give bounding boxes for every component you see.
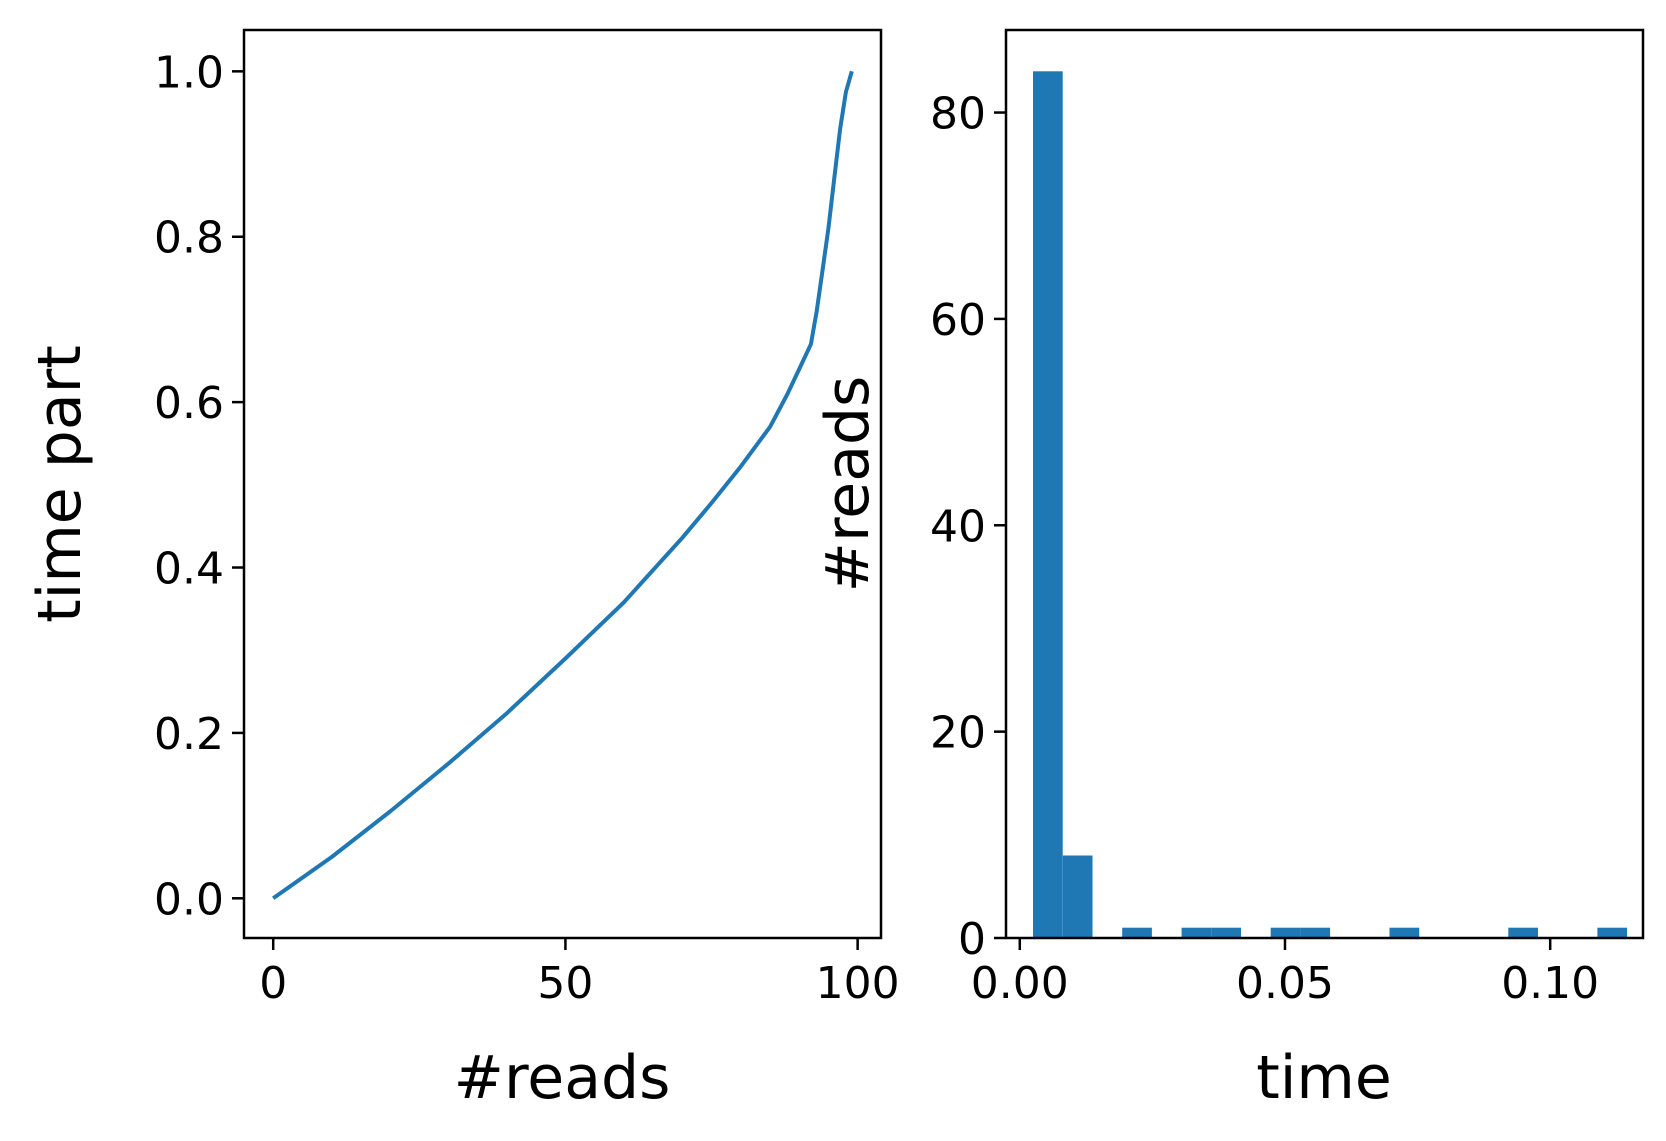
histogram-panel: 0.00 0.05 0.10 0 20 40 60 80 time #reads <box>813 28 1645 1113</box>
line-x-tick-label: 0 <box>259 958 287 1009</box>
histogram-bars <box>1033 71 1628 939</box>
hist-y-tick-label: 60 <box>930 295 986 346</box>
hist-x-axis-label: time <box>1256 1043 1392 1113</box>
histogram-bar <box>1270 927 1301 938</box>
line-series <box>272 70 854 900</box>
line-y-tick-label: 1.0 <box>154 47 224 98</box>
line-x-axis-label: #reads <box>454 1043 671 1113</box>
line-chart-panel: 0 50 100 0.0 0.2 0.4 0.6 0.8 1.0 #reads time pa… <box>25 28 900 1113</box>
line-y-tick-label: 0.0 <box>154 874 224 925</box>
hist-y-tick-label: 40 <box>930 501 986 552</box>
histogram-bar <box>1122 927 1152 938</box>
line-x-ticks: 0 50 100 <box>259 938 900 1009</box>
line-axes-frame <box>242 28 883 940</box>
line-y-tick-label: 0.8 <box>154 213 224 264</box>
hist-x-tick-label: 0.00 <box>971 958 1069 1009</box>
histogram-bar <box>1389 927 1420 938</box>
histogram-bar <box>1211 927 1241 938</box>
hist-x-ticks: 0.00 0.05 0.10 <box>971 938 1599 1009</box>
histogram-bar <box>1062 855 1093 938</box>
line-x-tick-label: 50 <box>537 958 593 1009</box>
hist-x-tick-label: 0.05 <box>1236 958 1334 1009</box>
hist-y-axis-label: #reads <box>813 376 883 593</box>
line-y-tick-label: 0.6 <box>154 378 224 429</box>
hist-y-tick-label: 20 <box>930 708 986 759</box>
line-y-axis-label: time part <box>25 345 95 623</box>
hist-y-tick-label: 80 <box>930 89 986 140</box>
hist-axes-frame <box>1004 28 1645 940</box>
histogram-bar <box>1033 71 1063 939</box>
line-x-tick-label: 100 <box>816 958 900 1009</box>
histogram-bar <box>1300 927 1331 938</box>
histogram-bar <box>1508 927 1538 938</box>
hist-x-tick-label: 0.10 <box>1501 958 1599 1009</box>
line-y-tick-label: 0.4 <box>154 544 224 595</box>
histogram-bar <box>1181 927 1212 938</box>
hist-y-ticks: 0 20 40 60 80 <box>930 89 1006 965</box>
hist-y-tick-label: 0 <box>958 914 986 965</box>
line-y-ticks: 0.0 0.2 0.4 0.6 0.8 1.0 <box>154 47 244 925</box>
line-y-tick-label: 0.2 <box>154 709 224 760</box>
histogram-bar <box>1597 927 1628 938</box>
